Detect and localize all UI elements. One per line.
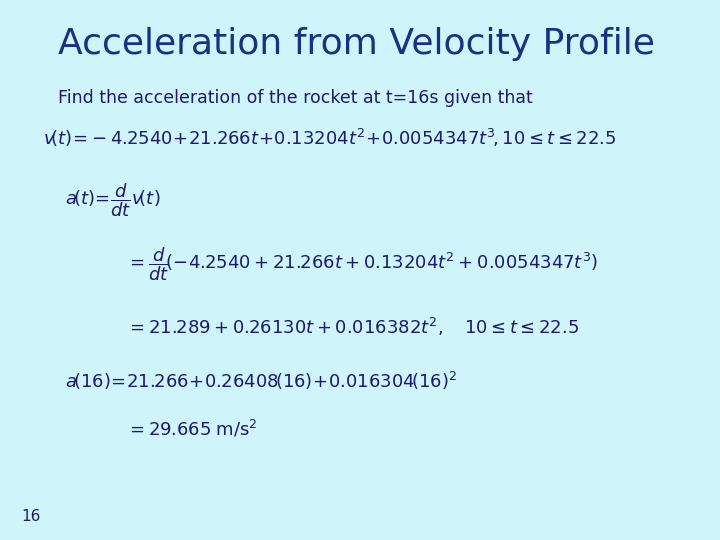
Text: Acceleration from Velocity Profile: Acceleration from Velocity Profile bbox=[58, 27, 654, 61]
Text: $a\!\left(16\right)\!=\!21.266\!+\!0.26408\!\left(16\right)\!+\!0.016304\!\left(: $a\!\left(16\right)\!=\!21.266\!+\!0.264… bbox=[65, 370, 457, 392]
Text: $=\dfrac{d}{dt}\!\left(-4.2540+21.266t+0.13204t^{2}+0.0054347t^{3}\right)$: $=\dfrac{d}{dt}\!\left(-4.2540+21.266t+0… bbox=[126, 246, 598, 284]
Text: Find the acceleration of the rocket at t=16s given that: Find the acceleration of the rocket at t… bbox=[58, 89, 532, 107]
Text: $=29.665\;\mathrm{m/s}^{2}$: $=29.665\;\mathrm{m/s}^{2}$ bbox=[126, 418, 258, 440]
Text: $=21.289+0.26130t+0.016382t^{2},\quad 10\leq t\leq 22.5$: $=21.289+0.26130t+0.016382t^{2},\quad 10… bbox=[126, 316, 579, 338]
Text: 16: 16 bbox=[22, 509, 41, 524]
Text: $a\!\left(t\right)\!=\!\dfrac{d}{dt}v\!\left(t\right)$: $a\!\left(t\right)\!=\!\dfrac{d}{dt}v\!\… bbox=[65, 181, 161, 219]
Text: $v\!\left(t\right)\!=\!-4.2540\!+\!21.266t\!+\!0.13204t^{2}\!+\!0.0054347t^{3}\!: $v\!\left(t\right)\!=\!-4.2540\!+\!21.26… bbox=[43, 127, 616, 149]
